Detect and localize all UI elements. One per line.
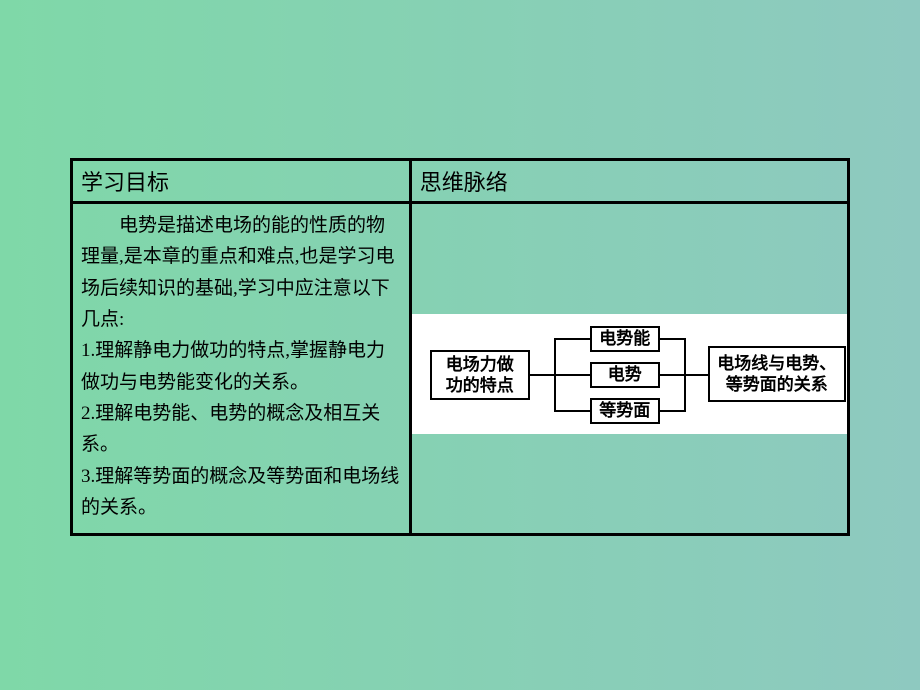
- point-1: 1.理解静电力做功的特点,掌握静电力做功与电势能变化的关系。: [81, 335, 401, 398]
- diagram-cell: 电场力做 功的特点 电势能电势等势面 电场线与电势、 等势面的关系: [410, 203, 848, 535]
- point-text: 理解等势面的概念及等势面和电场线的关系。: [81, 466, 399, 518]
- flowchart-node-n2: 电势: [590, 362, 660, 388]
- point-num: 3.: [81, 466, 95, 487]
- point-text: 理解电势能、电势的概念及相互关系。: [81, 403, 380, 455]
- connector-line: [660, 410, 684, 412]
- content-cell: 电势是描述电场的能的性质的物理量,是本章的重点和难点,也是学习电场后续知识的基础…: [72, 203, 411, 535]
- connector-line: [684, 374, 708, 376]
- point-3: 3.理解等势面的概念及等势面和电场线的关系。: [81, 461, 401, 524]
- connector-line: [530, 374, 554, 376]
- intro-text: 电势是描述电场的能的性质的物理量,是本章的重点和难点,也是学习电场后续知识的基础…: [81, 210, 401, 335]
- point-num: 1.: [81, 340, 95, 361]
- header-left: 学习目标: [72, 160, 411, 203]
- flowchart-diagram: 电场力做 功的特点 电势能电势等势面 电场线与电势、 等势面的关系: [412, 314, 847, 434]
- connector-line: [554, 374, 590, 376]
- flowchart-node-root: 电场力做 功的特点: [430, 350, 530, 400]
- connector-line: [554, 338, 590, 340]
- connector-line: [660, 338, 684, 340]
- connector-line: [554, 410, 590, 412]
- point-num: 2.: [81, 403, 95, 424]
- header-right: 思维脉络: [410, 160, 848, 203]
- point-2: 2.理解电势能、电势的概念及相互关系。: [81, 398, 401, 461]
- flowchart-node-right: 电场线与电势、 等势面的关系: [708, 346, 846, 402]
- connector-line: [660, 374, 684, 376]
- point-text: 理解静电力做功的特点,掌握静电力做功与电势能变化的关系。: [81, 340, 385, 392]
- flowchart-node-n1: 电势能: [590, 326, 660, 352]
- learning-table: 学习目标 思维脉络 电势是描述电场的能的性质的物理量,是本章的重点和难点,也是学…: [70, 158, 850, 536]
- diagram-background: 电场力做 功的特点 电势能电势等势面 电场线与电势、 等势面的关系: [412, 314, 847, 434]
- flowchart-node-n3: 等势面: [590, 398, 660, 424]
